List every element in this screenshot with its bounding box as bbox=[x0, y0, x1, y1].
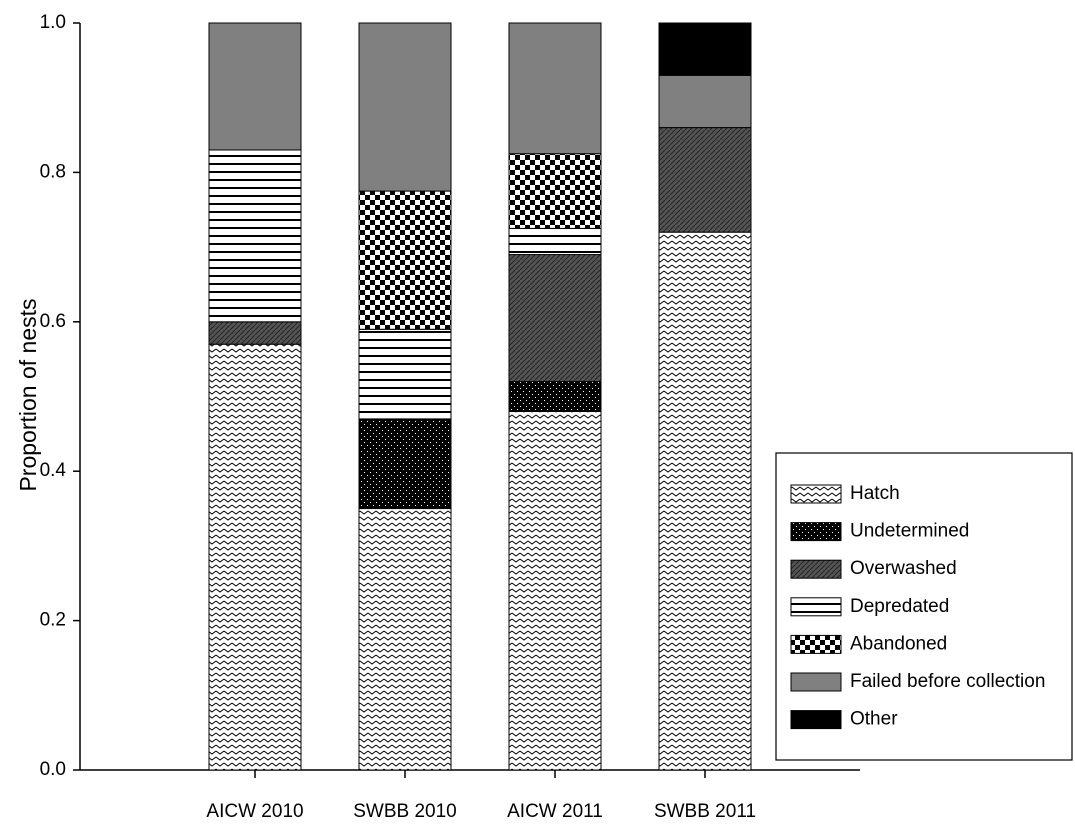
y-tick-label: 0.4 bbox=[40, 460, 67, 481]
bar-segment bbox=[358, 418, 452, 510]
bar-segment bbox=[508, 381, 602, 412]
y-axis-label: Proportion of nests bbox=[15, 298, 41, 491]
y-tick-label: 0.0 bbox=[40, 759, 66, 780]
legend-swatch bbox=[790, 597, 842, 617]
legend-swatch bbox=[790, 634, 842, 654]
legend-swatch bbox=[790, 522, 842, 542]
bar-segment bbox=[508, 227, 602, 256]
legend: Hatch Undetermined Overwashed Depredated Aba… bbox=[775, 452, 1073, 761]
bar-segment bbox=[208, 149, 302, 323]
bar-segment bbox=[658, 127, 752, 233]
legend-label: Undetermined bbox=[850, 521, 969, 542]
bar-segment bbox=[508, 22, 602, 155]
legend-label: Other bbox=[850, 709, 898, 730]
x-tick-label: SWBB 2011 bbox=[654, 801, 756, 822]
bar-segment bbox=[658, 74, 752, 129]
x-tick-label: AICW 2010 bbox=[206, 801, 303, 822]
bar-segment bbox=[658, 22, 752, 76]
legend-label: Depredated bbox=[850, 596, 949, 617]
bar-segment bbox=[208, 343, 302, 771]
legend-swatch bbox=[790, 710, 842, 730]
bar-segment bbox=[508, 153, 602, 229]
x-tick-label: AICW 2011 bbox=[507, 801, 603, 822]
legend-label: Abandoned bbox=[850, 633, 947, 654]
bar-segment bbox=[358, 328, 452, 420]
legend-label: Hatch bbox=[850, 483, 900, 504]
bar-segment bbox=[358, 22, 452, 192]
legend-swatch bbox=[790, 484, 842, 504]
bar-segment bbox=[658, 231, 752, 771]
bar-segment bbox=[358, 508, 452, 771]
y-tick-label: 0.2 bbox=[40, 610, 66, 631]
bar-segment bbox=[208, 321, 302, 345]
bar-segment bbox=[358, 190, 452, 330]
legend-swatch bbox=[790, 672, 842, 692]
legend-swatch bbox=[790, 559, 842, 579]
y-tick-label: 0.8 bbox=[40, 161, 66, 182]
y-tick-label: 0.6 bbox=[40, 311, 66, 332]
legend-label: Failed before collection bbox=[850, 671, 1045, 692]
x-tick-label: SWBB 2010 bbox=[353, 801, 457, 822]
legend-label: Overwashed bbox=[850, 558, 957, 579]
bar-segment bbox=[208, 22, 302, 151]
bar-segment bbox=[508, 410, 602, 771]
bar-segment bbox=[508, 254, 602, 383]
y-tick-label: 1.0 bbox=[40, 12, 66, 33]
